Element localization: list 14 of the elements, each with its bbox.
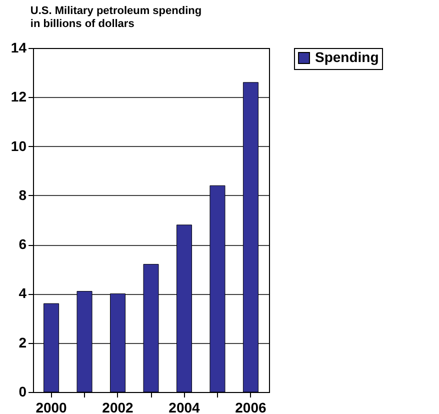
legend-label: Spending xyxy=(315,49,379,65)
y-tick-label: 14 xyxy=(10,40,27,56)
y-tick-label: 10 xyxy=(10,138,27,154)
chart-title: U.S. Military petroleum spending in billions of dollars xyxy=(30,5,202,30)
x-tick-label: 2004 xyxy=(168,400,200,414)
x-tick-label: 2002 xyxy=(102,400,134,414)
y-tick-label: 4 xyxy=(18,285,27,302)
y-tick-label: 2 xyxy=(18,334,27,350)
y-tick-label: 12 xyxy=(10,88,27,105)
y-tick-label: 8 xyxy=(18,186,27,203)
y-tick-label: 6 xyxy=(18,236,27,252)
y-tick-label: 0 xyxy=(18,384,27,400)
x-tick-label: 2000 xyxy=(36,400,68,414)
x-tick-label: 2006 xyxy=(235,400,266,414)
